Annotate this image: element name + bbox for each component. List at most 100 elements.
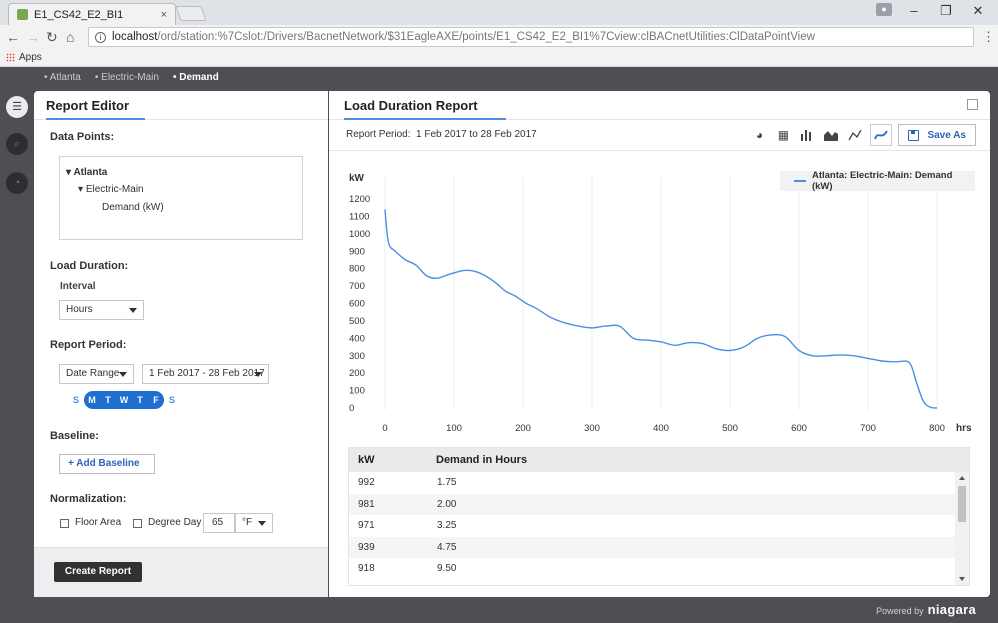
y-tick-label: 300 — [349, 351, 365, 362]
browser-menu-icon[interactable]: ⋮ — [982, 29, 995, 44]
table-row[interactable]: 971 3.25 — [349, 515, 969, 537]
gauge-icon[interactable]: ◔ — [6, 172, 28, 194]
degree-day-checkbox[interactable] — [133, 519, 142, 528]
x-axis-label: hrs — [956, 423, 972, 434]
y-tick-label: 700 — [349, 281, 365, 292]
niagara-logo: niagara — [927, 602, 976, 617]
table-row[interactable]: 981 2.00 — [349, 493, 969, 515]
breadcrumb-item-demand[interactable]: Demand — [173, 72, 218, 83]
y-axis-label: kW — [349, 173, 365, 184]
day-sunday[interactable]: S — [72, 395, 79, 405]
day-friday[interactable]: F — [148, 391, 164, 409]
table-row[interactable]: 939 4.75 — [349, 536, 969, 558]
day-saturday[interactable]: S — [168, 395, 175, 405]
y-tick-label: 1000 — [349, 229, 370, 240]
breadcrumb-item-electric-main[interactable]: Electric-Main — [95, 72, 159, 83]
legend-series-label: Atlanta: Electric-Main: Demand (kW) — [811, 170, 953, 192]
table-row[interactable]: 992 1.75 — [349, 472, 969, 494]
x-tick-label: 700 — [860, 423, 876, 434]
cell-hours: 3.25 — [437, 520, 457, 531]
tree-node-demand[interactable]: Demand (kW) — [102, 202, 164, 213]
y-tick-label: 500 — [349, 316, 365, 327]
menu-list-icon[interactable]: ☰ — [6, 96, 28, 118]
restore-button[interactable]: ❐ — [940, 3, 952, 18]
scroll-thumb[interactable] — [958, 486, 966, 522]
browser-tab[interactable]: E1_CS42_E2_BI1 × — [8, 3, 176, 25]
pie-chart-icon[interactable]: ◕ — [755, 128, 764, 142]
powered-by-niagara: Powered by niagara — [876, 602, 976, 617]
back-arrow-icon[interactable]: ← — [6, 29, 20, 45]
apps-bookmark[interactable]: Apps — [19, 52, 42, 63]
create-report-button[interactable]: Create Report — [54, 562, 142, 582]
day-thursday[interactable]: T — [132, 391, 148, 409]
y-tick-label: 900 — [349, 246, 365, 257]
new-tab-button[interactable] — [175, 6, 207, 21]
search-icon[interactable]: ⌕ — [6, 133, 28, 155]
editor-footer: Create Report — [34, 547, 328, 597]
tree-node-electric-main[interactable]: ▾ Electric-Main — [78, 184, 144, 195]
tree-node-atlanta[interactable]: ▾ Atlanta — [66, 167, 108, 178]
day-tuesday[interactable]: T — [100, 391, 116, 409]
bookmarks-bar: Apps — [0, 49, 998, 67]
bar-chart-icon[interactable] — [798, 126, 816, 144]
degree-day-label: Degree Day — [148, 517, 202, 528]
column-header-demand-hours[interactable]: Demand in Hours — [436, 454, 528, 466]
chevron-down-icon — [254, 372, 262, 377]
spline-chart-icon[interactable] — [870, 124, 893, 146]
degree-unit-select[interactable]: °F — [235, 513, 273, 533]
day-monday[interactable]: M — [84, 391, 100, 409]
cell-kw: 981 — [358, 498, 375, 510]
cell-kw: 971 — [358, 520, 375, 531]
report-period: Report Period: 1 Feb 2017 to 28 Feb 2017 — [346, 129, 537, 140]
cell-kw: 939 — [358, 541, 375, 553]
column-header-kw[interactable]: kW — [358, 454, 375, 466]
range-type-select[interactable]: Date Range — [59, 364, 134, 384]
add-baseline-button[interactable]: + Add Baseline — [59, 454, 155, 474]
report-editor-title: Report Editor — [46, 91, 146, 120]
forward-arrow-icon[interactable]: → — [26, 29, 40, 45]
y-tick-label: 600 — [349, 299, 365, 310]
url-input[interactable]: i localhost/ord/station:%7Cslot:/Drivers… — [88, 27, 974, 47]
x-tick-label: 200 — [515, 423, 531, 434]
degree-day-input[interactable]: 65 — [203, 513, 235, 533]
report-title: Load Duration Report — [344, 91, 506, 120]
report-editor-header: Report Editor — [34, 91, 328, 120]
site-info-icon[interactable]: i — [95, 31, 106, 43]
x-tick-label: 600 — [791, 423, 807, 434]
load-duration-label: Load Duration: — [50, 260, 129, 272]
x-tick-label: 0 — [382, 423, 387, 434]
data-points-label: Data Points: — [50, 131, 115, 143]
table-row[interactable]: 918 9.50 — [349, 558, 969, 580]
home-icon[interactable]: ⌂ — [66, 29, 75, 45]
report-period-label: Report Period: — [50, 339, 127, 351]
user-profile-icon[interactable]: ● — [876, 3, 892, 16]
chart-legend[interactable]: Atlanta: Electric-Main: Demand (kW) — [780, 170, 975, 192]
area-chart-icon[interactable] — [822, 126, 840, 144]
y-tick-label: 1100 — [349, 211, 369, 222]
floor-area-label: Floor Area — [75, 517, 122, 528]
close-window-button[interactable]: ✕ — [972, 3, 984, 18]
scroll-down-icon[interactable] — [959, 577, 965, 581]
reload-icon[interactable]: ↻ — [46, 29, 58, 45]
chevron-down-icon — [129, 308, 137, 313]
chevron-down-icon — [258, 521, 266, 526]
interval-select[interactable]: Hours — [59, 300, 144, 320]
date-range-select[interactable]: 1 Feb 2017 - 28 Feb 2017 — [142, 364, 269, 384]
baseline-label: Baseline: — [50, 430, 99, 442]
breadcrumb-item-atlanta[interactable]: Atlanta — [44, 72, 81, 83]
expand-icon[interactable] — [967, 99, 978, 110]
day-wednesday[interactable]: W — [116, 391, 132, 409]
line-chart-icon[interactable] — [846, 126, 864, 144]
scroll-up-icon[interactable] — [959, 476, 965, 480]
url-host: localhost — [112, 31, 158, 43]
y-tick-label: 0 — [349, 403, 354, 414]
tab-close-icon[interactable]: × — [160, 8, 167, 21]
apps-grid-icon — [6, 53, 15, 62]
report-editor-panel: Report Editor Data Points: ▾ Atlanta ▾ E… — [34, 91, 328, 597]
floor-area-checkbox[interactable] — [60, 519, 69, 528]
minimize-button[interactable]: – — [910, 3, 918, 18]
table-scrollbar[interactable] — [955, 472, 969, 585]
heatmap-icon[interactable]: ▦ — [777, 128, 790, 142]
save-as-button[interactable]: Save As — [898, 124, 976, 146]
cell-kw: 992 — [358, 477, 375, 488]
